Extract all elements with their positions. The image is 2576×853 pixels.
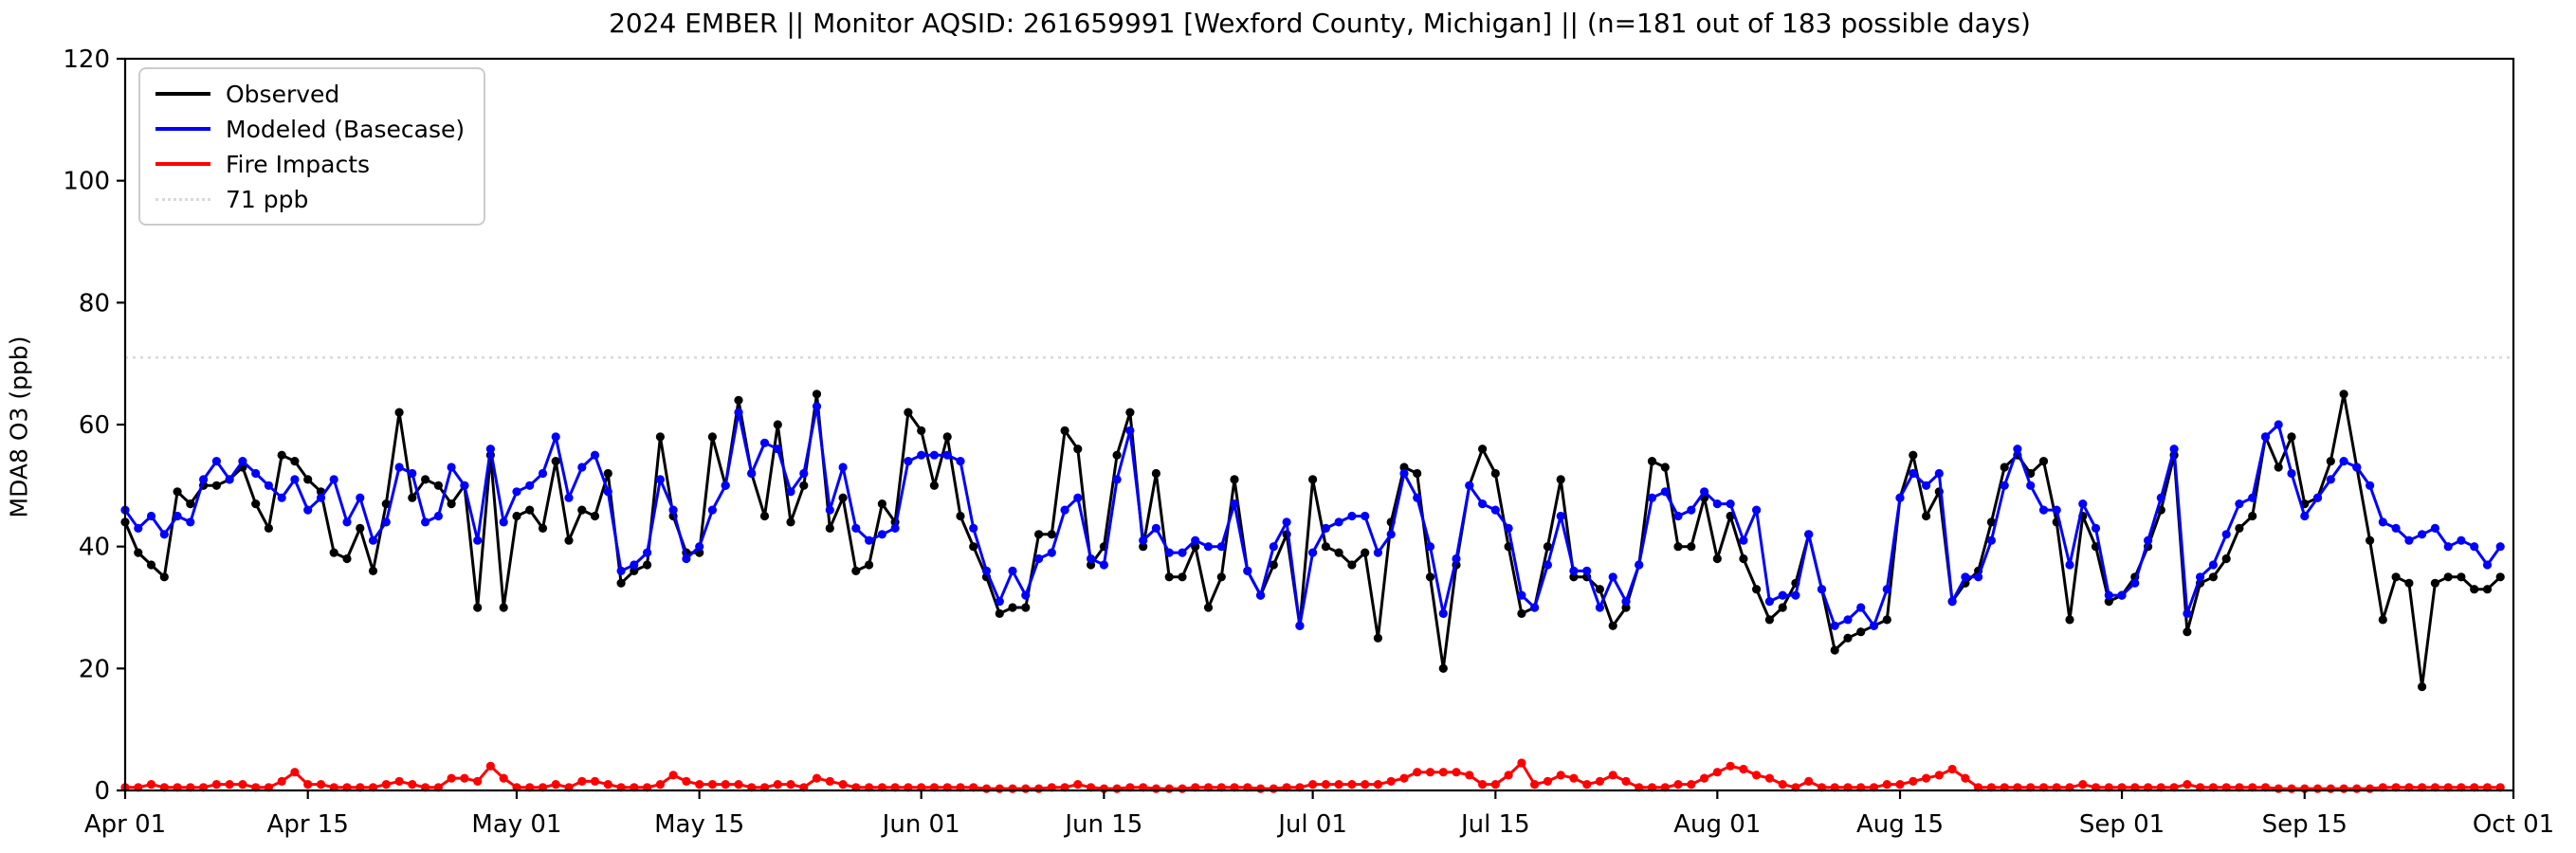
legend-item-label: Modeled (Basecase) (226, 115, 466, 143)
series-markers-2 (120, 758, 2505, 793)
y-tick-label: 60 (79, 411, 110, 440)
x-tick-label: Apr 01 (84, 810, 166, 839)
x-tick-label: Apr 15 (267, 810, 349, 839)
x-tick-label: May 01 (471, 810, 561, 839)
legend-item-label: Observed (226, 80, 340, 108)
legend-line-sample (155, 127, 210, 131)
series-line-1 (123, 405, 2502, 627)
legend-item-2: Fire Impacts (155, 150, 465, 178)
x-tick-label: Jun 01 (881, 810, 960, 839)
x-tick-label: Oct 01 (2473, 810, 2554, 839)
x-tick-label: May 15 (654, 810, 744, 839)
series-markers-1 (120, 402, 2505, 630)
legend-line-sample (155, 197, 210, 201)
legend-item-label: Fire Impacts (226, 150, 371, 178)
legend-item-0: Observed (155, 80, 465, 108)
x-tick-label: Sep 01 (2079, 810, 2165, 839)
y-tick-label: 80 (79, 289, 110, 318)
chart-title: 2024 EMBER || Monitor AQSID: 261659991 [… (609, 8, 2031, 39)
x-tick-label: Sep 15 (2262, 810, 2348, 839)
y-tick-label: 0 (94, 777, 110, 806)
legend-line-sample (155, 162, 210, 166)
x-tick-label: Jun 15 (1063, 810, 1142, 839)
legend-item-label: 71 ppb (226, 185, 309, 213)
x-tick-label: Aug 01 (1673, 810, 1761, 839)
legend-item-1: Modeled (Basecase) (155, 115, 466, 143)
legend: Observed Modeled (Basecase) Fire Impacts 71… (138, 67, 486, 226)
y-tick-label: 120 (63, 45, 110, 74)
y-tick-label: 40 (79, 534, 110, 562)
x-tick-label: Aug 15 (1856, 810, 1944, 839)
y-tick-label: 20 (79, 655, 110, 683)
legend-line-sample (155, 92, 210, 96)
x-tick-label: Jul 15 (1459, 810, 1530, 839)
x-tick-label: Jul 01 (1276, 810, 1347, 839)
legend-item-3: 71 ppb (155, 185, 465, 213)
y-tick-label: 100 (63, 168, 110, 196)
